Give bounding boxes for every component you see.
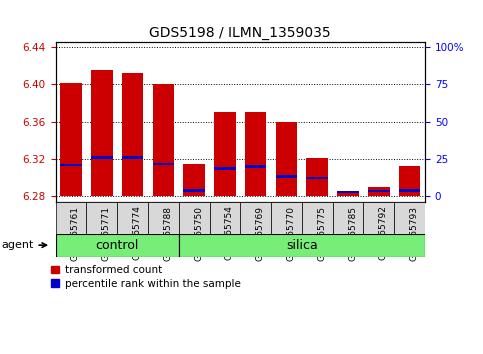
Bar (307, 158, 328, 196)
Bar (153, 84, 174, 196)
Bar (56, 202, 86, 234)
Bar (184, 189, 205, 192)
Bar (245, 112, 267, 196)
Text: GSM665788: GSM665788 (163, 206, 172, 261)
Title: GDS5198 / ILMN_1359035: GDS5198 / ILMN_1359035 (149, 26, 331, 40)
Text: GSM665750: GSM665750 (194, 206, 203, 261)
Text: GSM665761: GSM665761 (71, 206, 80, 261)
Bar (302, 202, 333, 234)
Bar (399, 189, 420, 192)
Bar (60, 84, 82, 196)
Bar (117, 202, 148, 234)
Bar (214, 167, 236, 170)
Bar (214, 112, 236, 196)
Text: agent: agent (1, 240, 46, 250)
Text: control: control (96, 239, 139, 252)
Bar (122, 73, 143, 196)
Bar (60, 164, 82, 166)
Text: GSM665774: GSM665774 (132, 206, 142, 261)
Bar (240, 202, 271, 234)
Bar (333, 202, 364, 234)
Bar (184, 164, 205, 196)
Bar (56, 234, 179, 257)
Text: GSM665793: GSM665793 (410, 206, 419, 261)
Bar (91, 70, 113, 196)
Bar (122, 156, 143, 159)
Bar (210, 202, 240, 234)
Bar (276, 122, 297, 196)
Bar (368, 187, 390, 196)
Bar (337, 190, 359, 193)
Text: GSM665775: GSM665775 (317, 206, 327, 261)
Bar (91, 156, 113, 159)
Text: GSM665770: GSM665770 (286, 206, 296, 261)
Bar (364, 202, 394, 234)
Bar (271, 202, 302, 234)
Bar (245, 165, 267, 168)
Bar (399, 166, 420, 196)
Bar (179, 202, 210, 234)
Text: GSM665785: GSM665785 (348, 206, 357, 261)
Text: GSM665769: GSM665769 (256, 206, 265, 261)
Text: GSM665754: GSM665754 (225, 206, 234, 261)
Text: GSM665771: GSM665771 (102, 206, 111, 261)
Text: GSM665792: GSM665792 (379, 206, 388, 261)
Bar (337, 192, 359, 196)
Legend: transformed count, percentile rank within the sample: transformed count, percentile rank withi… (51, 266, 241, 289)
Bar (368, 190, 390, 193)
Bar (148, 202, 179, 234)
Bar (307, 177, 328, 179)
Bar (276, 175, 297, 178)
Bar (394, 202, 425, 234)
Bar (153, 162, 174, 165)
Text: silica: silica (286, 239, 318, 252)
Bar (86, 202, 117, 234)
Bar (179, 234, 425, 257)
